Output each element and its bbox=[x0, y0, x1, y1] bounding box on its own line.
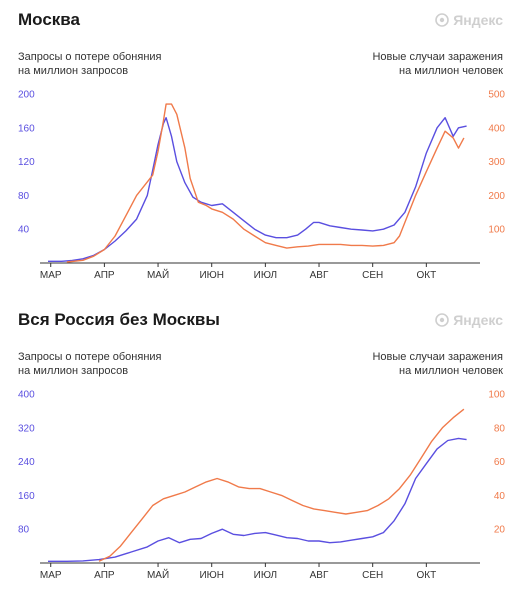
x-tick-label: АВГ bbox=[310, 270, 329, 281]
left-tick-label: 80 bbox=[18, 525, 30, 536]
right-tick-label: 100 bbox=[488, 225, 505, 236]
x-tick-label: АПР bbox=[94, 270, 115, 281]
left-tick-label: 120 bbox=[18, 157, 35, 168]
right-tick-label: 60 bbox=[494, 457, 506, 468]
left-tick-label: 320 bbox=[18, 423, 35, 434]
chart-plot: 40 80 120 160 200 100 200 300 400 500 МАР АПР МАЙ ИЮН… bbox=[18, 90, 505, 282]
x-tick-label: МАР bbox=[40, 570, 62, 581]
chart-panel-moscow: Москва Яндекс Запросы о потере обоняния … bbox=[18, 10, 505, 282]
right-tick-label: 500 bbox=[488, 90, 505, 101]
left-tick-label: 400 bbox=[18, 390, 35, 401]
right-tick-label: 40 bbox=[494, 491, 506, 502]
left-axis-label: Запросы о потере обоняния на миллион зап… bbox=[18, 351, 162, 377]
logo-text: Яндекс bbox=[453, 12, 503, 28]
right-tick-label: 80 bbox=[494, 423, 506, 434]
chart-title: Вся Россия без Москвы bbox=[18, 310, 220, 329]
x-tick-label: ИЮН bbox=[199, 270, 224, 281]
series-line-cases bbox=[98, 408, 465, 562]
right-tick-label: 300 bbox=[488, 157, 505, 168]
left-tick-label: 40 bbox=[18, 225, 30, 236]
yandex-logo: Яндекс bbox=[435, 12, 503, 28]
x-tick-label: ИЮЛ bbox=[254, 270, 277, 281]
x-tick-label: СЕН bbox=[362, 570, 383, 581]
x-tick-label: СЕН bbox=[362, 270, 383, 281]
series-line-searches bbox=[48, 437, 467, 562]
chart-plot: 80 160 240 320 400 20 40 60 80 100 МАР АПР МАЙ ИЮН ИЮЛ… bbox=[18, 390, 506, 582]
series-line-cases bbox=[66, 103, 465, 263]
x-tick-label: ИЮН bbox=[199, 570, 224, 581]
right-tick-label: 100 bbox=[488, 390, 505, 401]
yandex-logo-icon bbox=[435, 13, 449, 27]
x-tick-label: АПР bbox=[94, 570, 115, 581]
left-tick-label: 240 bbox=[18, 457, 35, 468]
right-tick-label: 400 bbox=[488, 123, 505, 134]
left-tick-label: 200 bbox=[18, 90, 35, 101]
x-tick-label: МАР bbox=[40, 270, 62, 281]
x-tick-label: АВГ bbox=[310, 570, 329, 581]
series-line-searches bbox=[48, 117, 467, 262]
x-tick-label: ОКТ bbox=[416, 270, 436, 281]
left-tick-label: 80 bbox=[18, 191, 30, 202]
left-tick-label: 160 bbox=[18, 491, 35, 502]
left-tick-label: 160 bbox=[18, 123, 35, 134]
right-axis-label: Новые случаи заражения на миллион челове… bbox=[372, 51, 503, 77]
x-tick-label: МАЙ bbox=[147, 568, 169, 581]
right-tick-label: 20 bbox=[494, 525, 506, 536]
yandex-logo: Яндекс bbox=[435, 312, 503, 328]
chart-panel-russia-without-moscow: Вся Россия без Москвы Яндекс Запросы о п… bbox=[0, 300, 523, 600]
x-tick-label: МАЙ bbox=[147, 268, 169, 281]
x-tick-label: ОКТ bbox=[416, 570, 436, 581]
left-axis-label: Запросы о потере обоняния на миллион зап… bbox=[18, 51, 162, 77]
yandex-logo-icon bbox=[435, 313, 449, 327]
logo-text: Яндекс bbox=[453, 312, 503, 328]
right-tick-label: 200 bbox=[488, 191, 505, 202]
right-axis-label: Новые случаи заражения на миллион челове… bbox=[372, 351, 503, 377]
chart-title: Москва bbox=[18, 10, 80, 29]
x-tick-label: ИЮЛ bbox=[254, 570, 277, 581]
